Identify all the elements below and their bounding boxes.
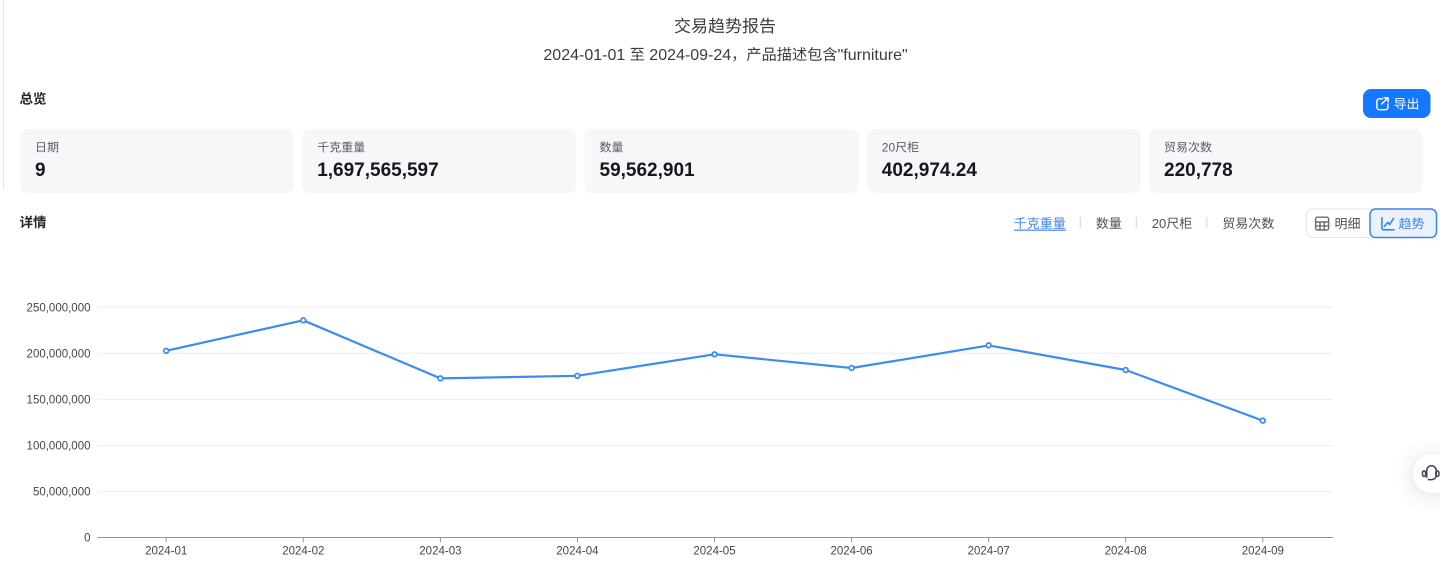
- svg-text:9: 9: [35, 160, 46, 181]
- svg-text:2024-06: 2024-06: [830, 546, 872, 558]
- svg-text:220,778: 220,778: [1164, 160, 1233, 181]
- svg-text:0: 0: [84, 533, 90, 545]
- svg-text:50,000,000: 50,000,000: [33, 487, 91, 499]
- svg-text:2024-03: 2024-03: [419, 546, 461, 558]
- svg-text:2024-01-01: 2024-01-01: [543, 47, 625, 64]
- svg-text:100,000,000: 100,000,000: [27, 441, 91, 453]
- svg-text:59,562,901: 59,562,901: [600, 160, 696, 181]
- svg-text:"furniture": "furniture": [838, 47, 908, 64]
- svg-text:20: 20: [882, 141, 896, 155]
- svg-text:2024-02: 2024-02: [282, 546, 324, 558]
- svg-text:402,974.24: 402,974.24: [882, 160, 978, 181]
- svg-text:2024-09-24: 2024-09-24: [649, 47, 731, 64]
- svg-text:2024-08: 2024-08: [1105, 546, 1147, 558]
- svg-text:200,000,000: 200,000,000: [27, 349, 91, 361]
- svg-text:2024-09: 2024-09: [1242, 546, 1284, 558]
- svg-text:150,000,000: 150,000,000: [27, 395, 91, 407]
- svg-text:2024-07: 2024-07: [968, 546, 1010, 558]
- svg-text:250,000,000: 250,000,000: [27, 302, 91, 314]
- svg-text:2024-04: 2024-04: [556, 546, 599, 558]
- svg-text:2024-01: 2024-01: [145, 546, 187, 558]
- svg-text:2024-05: 2024-05: [693, 546, 735, 558]
- svg-text:1,697,565,597: 1,697,565,597: [317, 160, 439, 181]
- svg-text:20: 20: [1152, 216, 1166, 231]
